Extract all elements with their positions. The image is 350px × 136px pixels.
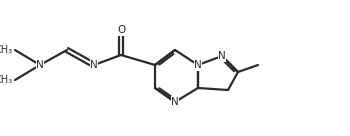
Text: N: N (194, 60, 202, 70)
Text: O: O (117, 25, 125, 35)
Text: CH₃: CH₃ (0, 75, 13, 85)
Text: N: N (90, 60, 98, 70)
Text: N: N (36, 60, 44, 70)
Text: CH₃: CH₃ (0, 45, 13, 55)
Text: N: N (171, 97, 179, 107)
Text: N: N (218, 51, 226, 61)
